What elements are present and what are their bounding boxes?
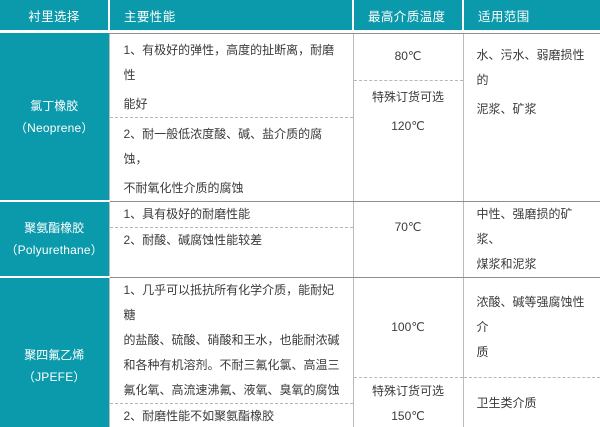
temperature-item: 70℃ <box>354 202 463 254</box>
temperature-value: 80℃ <box>394 49 422 64</box>
spacer-cell-1 <box>0 30 109 33</box>
performance-item: 2、耐酸、碱腐蚀性能较差 <box>110 228 353 254</box>
temperature-value: 70℃ <box>394 220 422 234</box>
scope-item: 卫生类介质 <box>464 378 600 427</box>
spacer-cell-4 <box>463 30 600 33</box>
scope-cell: 水、污水、弱磨损性的 泥浆、矿浆 <box>462 32 600 202</box>
scope-cell: 中性、强磨损的矿浆、 煤浆和泥浆 <box>462 201 600 278</box>
scope-line: 质 <box>476 344 489 359</box>
performance-line: 1、具有极好的耐磨性能 <box>123 206 251 221</box>
performance-line: 2、耐磨性能不如聚氨酯橡胶 <box>123 408 275 423</box>
performance-item: 2、耐磨性能不如聚氨酯橡胶 <box>109 403 353 427</box>
performance-line: 不耐氧化性介质的腐蚀 <box>123 180 244 195</box>
scope-substack: 浓酸、碱等强腐蚀性介 质 卫生类介质 <box>463 277 600 427</box>
performance-line: 的盐酸、硫酸、硝酸和王水，也能耐浓碱 <box>123 332 340 347</box>
header-cell-main-performance: 主要性能 <box>109 0 354 30</box>
header-body-spacer <box>0 30 600 33</box>
performance-line: 2、耐酸、碱腐蚀性能较差 <box>123 233 263 248</box>
scope-item: 中性、强磨损的矿浆、 煤浆和泥浆 <box>464 202 600 277</box>
temperature-value: 150℃ <box>391 408 425 423</box>
scope-item: 浓酸、碱等强腐蚀性介 质 <box>463 277 600 378</box>
spacer-cell-2 <box>109 30 353 33</box>
header-cell-max-medium-temperature: 最高介质温度 <box>353 0 464 30</box>
performance-substack: 1、有极好的弹性，高度的扯断离，耐磨性 能好 2、耐一般低浓度酸、碱、盐介质的腐… <box>109 33 353 201</box>
scope-line: 卫生类介质 <box>476 396 537 411</box>
temperature-substack: 80℃ 特殊订货可选 120℃ <box>353 33 463 140</box>
temperature-note: 特殊订货可选 <box>371 90 444 104</box>
table-body: 氯丁橡胶 （Neoprene） 1、有极好的弹性，高度的扯断离，耐磨性 能好 <box>0 30 600 427</box>
scope-line: 水、污水、弱磨损性的 <box>476 48 585 87</box>
material-name-en: （Polyurethane） <box>5 243 104 257</box>
performance-item: 1、有极好的弹性，高度的扯断离，耐磨性 能好 <box>109 33 353 118</box>
temperature-item: 80℃ <box>353 33 463 81</box>
header-cell-applicable-scope: 适用范围 <box>463 0 600 30</box>
performance-line: 1、有极好的弹性，高度的扯断离，耐磨性 <box>123 42 335 82</box>
table-row: 聚氨酯橡胶 （Polyurethane） 1、具有极好的耐磨性能 2、耐酸、碱腐… <box>0 201 600 278</box>
temperature-note: 特殊订货可选 <box>371 383 444 398</box>
performance-cell: 1、具有极好的耐磨性能 2、耐酸、碱腐蚀性能较差 <box>108 201 353 278</box>
performance-cell: 1、几乎可以抵抗所有化学介质，能耐妃糖 的盐酸、硫酸、硝酸和王水，也能耐浓碱 和… <box>108 277 353 427</box>
material-name-en: （JPEFE） <box>22 370 86 385</box>
performance-line: 2、耐一般低浓度酸、碱、盐介质的腐蚀， <box>123 126 323 166</box>
table-header: 衬里选择 主要性能 最高介质温度 适用范围 <box>0 0 600 30</box>
temperature-value: 120℃ <box>391 119 425 133</box>
temperature-cell: 100℃ 特殊订货可选 150℃ <box>352 277 463 427</box>
scope-line: 中性、强磨损的矿浆、 <box>476 206 573 246</box>
temperature-item: 特殊订货可选 120℃ <box>354 81 463 140</box>
temperature-value: 100℃ <box>391 319 425 334</box>
scope-cell: 浓酸、碱等强腐蚀性介 质 卫生类介质 <box>462 277 600 427</box>
header-cell-lining-selection: 衬里选择 <box>0 0 110 30</box>
material-name-cn: 聚氨酯橡胶 <box>24 221 85 235</box>
temperature-substack: 70℃ <box>354 202 463 254</box>
temperature-cell: 80℃ 特殊订货可选 120℃ <box>352 32 463 202</box>
performance-substack: 1、几乎可以抵抗所有化学介质，能耐妃糖 的盐酸、硫酸、硝酸和王水，也能耐浓碱 和… <box>109 277 353 427</box>
material-name-en: （Neoprene） <box>14 120 94 135</box>
performance-item: 1、具有极好的耐磨性能 <box>109 201 353 228</box>
scope-line: 浓酸、碱等强腐蚀性介 <box>476 294 585 334</box>
performance-line: 能好 <box>123 96 148 111</box>
scope-item: 水、污水、弱磨损性的 泥浆、矿浆 <box>464 34 600 128</box>
performance-line: 和各种有机溶剂。不耐三氟化氯、高温三 <box>123 357 340 372</box>
material-name-cell: 氯丁橡胶 （Neoprene） <box>0 33 109 202</box>
header-row: 衬里选择 主要性能 最高介质温度 适用范围 <box>0 0 600 30</box>
material-name-cn: 聚四氟乙烯 <box>24 348 85 363</box>
scope-line: 泥浆、矿浆 <box>476 102 537 116</box>
spacer-cell-3 <box>353 30 463 33</box>
temperature-substack: 100℃ 特殊订货可选 150℃ <box>353 277 463 427</box>
material-name-cell: 聚氨酯橡胶 （Polyurethane） <box>0 201 109 278</box>
material-name-cn: 氯丁橡胶 <box>30 98 79 113</box>
performance-line: 氟化氧、高流速沸氟、液氧、臭氧的腐蚀 <box>123 382 340 397</box>
performance-item: 2、耐一般低浓度酸、碱、盐介质的腐蚀， 不耐氧化性介质的腐蚀 <box>110 117 353 201</box>
scope-line: 煤浆和泥浆 <box>476 256 537 271</box>
performance-item: 1、几乎可以抵抗所有化学介质，能耐妃糖 的盐酸、硫酸、硝酸和王水，也能耐浓碱 和… <box>109 277 353 404</box>
temperature-item: 特殊订货可选 150℃ <box>354 378 463 427</box>
performance-line: 1、几乎可以抵抗所有化学介质，能耐妃糖 <box>123 282 335 322</box>
performance-cell: 1、有极好的弹性，高度的扯断离，耐磨性 能好 2、耐一般低浓度酸、碱、盐介质的腐… <box>108 32 353 202</box>
table-row: 聚四氟乙烯 （JPEFE） 1、几乎可以抵抗所有化学介质，能耐妃糖 的盐酸、硫酸… <box>0 277 600 427</box>
performance-substack: 1、具有极好的耐磨性能 2、耐酸、碱腐蚀性能较差 <box>109 201 353 254</box>
temperature-cell: 70℃ <box>352 201 463 278</box>
table-row: 氯丁橡胶 （Neoprene） 1、有极好的弹性，高度的扯断离，耐磨性 能好 <box>0 32 600 202</box>
temperature-item: 100℃ <box>353 277 463 378</box>
scope-substack: 水、污水、弱磨损性的 泥浆、矿浆 <box>464 34 600 128</box>
scope-substack: 中性、强磨损的矿浆、 煤浆和泥浆 <box>464 202 600 277</box>
material-name-cell: 聚四氟乙烯 （JPEFE） <box>0 277 109 427</box>
